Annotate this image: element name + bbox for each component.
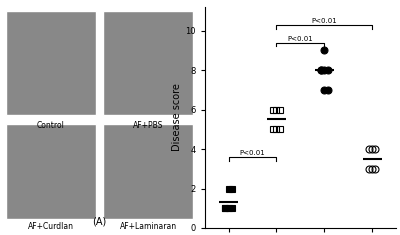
Text: P<0.01: P<0.01	[312, 18, 337, 24]
Text: Control: Control	[37, 121, 65, 130]
Y-axis label: Disease score: Disease score	[172, 84, 182, 151]
Text: P<0.01: P<0.01	[240, 150, 266, 156]
Text: P<0.01: P<0.01	[288, 35, 313, 42]
Bar	[6, 124, 96, 219]
Text: AF+Curdlan: AF+Curdlan	[28, 222, 74, 231]
Text: AF+PBS: AF+PBS	[133, 121, 164, 130]
Bar	[104, 12, 193, 115]
Bar	[6, 12, 96, 115]
Text: AF+Laminaran: AF+Laminaran	[120, 222, 177, 231]
Bar	[104, 124, 193, 219]
Text: (A): (A)	[92, 217, 107, 227]
